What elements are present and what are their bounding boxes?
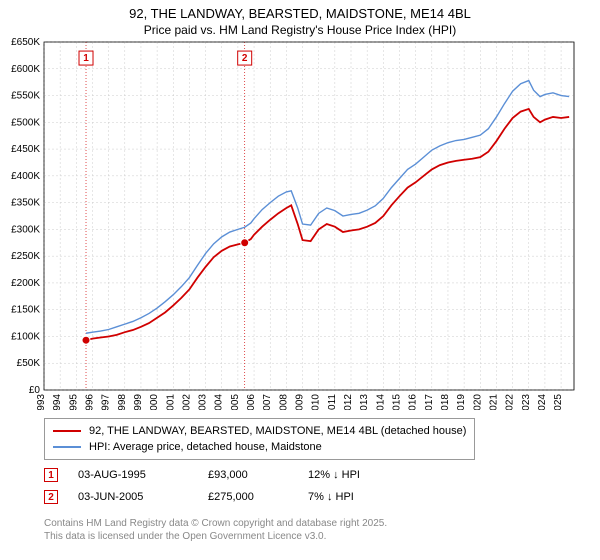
svg-text:£600K: £600K (11, 64, 40, 75)
sale-record-row: 2 03-JUN-2005 £275,000 7% ↓ HPI (44, 490, 354, 504)
sale-hpi-delta: 7% ↓ HPI (308, 491, 354, 503)
svg-text:£100K: £100K (11, 331, 40, 342)
svg-text:2015: 2015 (391, 394, 402, 410)
svg-text:2001: 2001 (165, 394, 176, 410)
svg-text:2020: 2020 (472, 394, 483, 410)
svg-text:2005: 2005 (230, 394, 241, 410)
svg-text:1995: 1995 (68, 394, 79, 410)
svg-text:2: 2 (242, 53, 248, 64)
svg-text:2004: 2004 (214, 394, 225, 410)
svg-text:2002: 2002 (181, 394, 192, 410)
svg-text:£400K: £400K (11, 171, 40, 182)
sale-date: 03-AUG-1995 (78, 469, 188, 481)
svg-text:2025: 2025 (553, 394, 564, 410)
sale-record-row: 1 03-AUG-1995 £93,000 12% ↓ HPI (44, 468, 360, 482)
svg-text:£350K: £350K (11, 198, 40, 209)
svg-text:2003: 2003 (198, 394, 209, 410)
svg-text:2021: 2021 (488, 394, 499, 410)
footer-line-1: Contains HM Land Registry data © Crown c… (44, 518, 387, 529)
svg-text:1: 1 (83, 53, 89, 64)
svg-text:£250K: £250K (11, 251, 40, 262)
svg-text:2024: 2024 (537, 394, 548, 410)
sale-price: £93,000 (208, 469, 288, 481)
svg-text:£450K: £450K (11, 144, 40, 155)
sale-hpi-delta: 12% ↓ HPI (308, 469, 360, 481)
svg-text:1993: 1993 (36, 394, 47, 410)
svg-text:1996: 1996 (84, 394, 95, 410)
legend-box: 92, THE LANDWAY, BEARSTED, MAIDSTONE, ME… (44, 418, 475, 460)
svg-text:£500K: £500K (11, 117, 40, 128)
legend-swatch (53, 430, 81, 432)
svg-text:£150K: £150K (11, 305, 40, 316)
svg-text:2017: 2017 (424, 394, 435, 410)
legend-label: 92, THE LANDWAY, BEARSTED, MAIDSTONE, ME… (89, 425, 466, 437)
svg-text:2022: 2022 (505, 394, 516, 410)
svg-text:2000: 2000 (149, 394, 160, 410)
legend-swatch (53, 446, 81, 448)
svg-text:1997: 1997 (101, 394, 112, 410)
svg-text:£550K: £550K (11, 91, 40, 102)
svg-text:2012: 2012 (343, 394, 354, 410)
svg-text:2023: 2023 (521, 394, 532, 410)
svg-text:2019: 2019 (456, 394, 467, 410)
svg-text:1994: 1994 (52, 394, 63, 410)
sale-date: 03-JUN-2005 (78, 491, 188, 503)
svg-text:2016: 2016 (408, 394, 419, 410)
price-chart: £0£50K£100K£150K£200K£250K£300K£350K£400… (0, 0, 600, 410)
svg-text:2007: 2007 (262, 394, 273, 410)
legend-item: 92, THE LANDWAY, BEARSTED, MAIDSTONE, ME… (53, 423, 466, 439)
svg-text:£650K: £650K (11, 37, 40, 48)
legend-label: HPI: Average price, detached house, Maid… (89, 441, 322, 453)
sale-marker-icon: 1 (44, 468, 58, 482)
svg-text:£300K: £300K (11, 224, 40, 235)
sale-price: £275,000 (208, 491, 288, 503)
svg-text:1999: 1999 (133, 394, 144, 410)
svg-text:2013: 2013 (359, 394, 370, 410)
svg-text:£200K: £200K (11, 278, 40, 289)
sale-marker-icon: 2 (44, 490, 58, 504)
svg-text:2010: 2010 (311, 394, 322, 410)
svg-text:2006: 2006 (246, 394, 257, 410)
svg-text:2008: 2008 (278, 394, 289, 410)
svg-text:£50K: £50K (17, 358, 41, 369)
svg-text:2014: 2014 (375, 394, 386, 410)
svg-text:2009: 2009 (295, 394, 306, 410)
svg-text:2011: 2011 (327, 394, 338, 410)
svg-text:2018: 2018 (440, 394, 451, 410)
legend-item: HPI: Average price, detached house, Maid… (53, 439, 466, 455)
footer-line-2: This data is licensed under the Open Gov… (44, 531, 326, 542)
svg-text:1998: 1998 (117, 394, 128, 410)
